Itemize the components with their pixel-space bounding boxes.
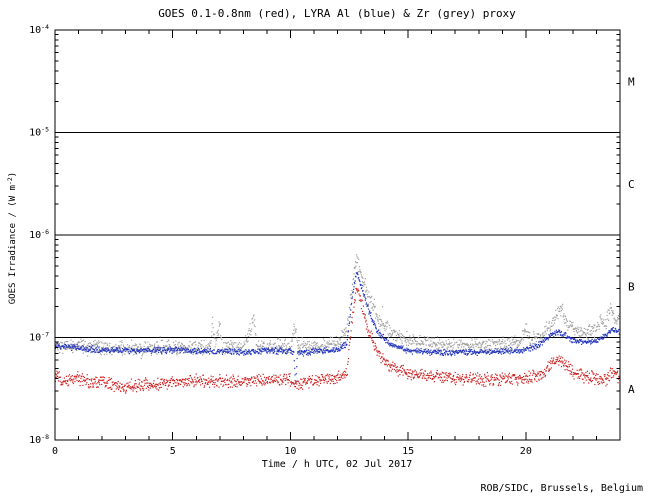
y-axis-label-close: )	[8, 172, 18, 177]
x-tick-label: 10	[284, 446, 296, 457]
x-axis-label: Time / h UTC, 02 Jul 2017	[262, 459, 413, 470]
x-axis-ticks	[54, 30, 621, 440]
y-axis-label-superscript: -2	[6, 177, 14, 185]
flare-class-label-m: M	[628, 75, 635, 88]
flare-class-boundary-lines	[55, 132, 620, 338]
x-tick-label: 20	[520, 446, 532, 457]
flare-class-label-b: B	[628, 280, 635, 293]
y-tick-label: 10-4	[29, 23, 49, 36]
y-axis-ticks	[55, 29, 620, 441]
flare-class-label-a: A	[628, 383, 635, 396]
series-lyra-al	[55, 272, 620, 388]
plot-area: 10-8 10-7 10-6 10-5 10-4 0 5 10 15 20 A B C M	[29, 23, 635, 457]
y-tick-label: 10-7	[29, 331, 49, 344]
y-tick-label: 10-8	[29, 433, 49, 446]
y-axis-label: GOES Irradiance / (W m-2)	[6, 172, 18, 304]
x-tick-label: 0	[52, 446, 58, 457]
x-tick-label: 15	[402, 446, 414, 457]
chart-title: GOES 0.1-0.8nm (red), LYRA Al (blue) & Z…	[158, 7, 516, 20]
y-tick-labels: 10-8 10-7 10-6 10-5 10-4	[29, 23, 49, 446]
flare-class-labels: A B C M	[628, 75, 635, 396]
y-tick-label: 10-5	[29, 126, 49, 139]
series-lyra-zr	[55, 254, 620, 360]
footer-credit: ROB/SIDC, Brussels, Belgium	[480, 483, 643, 494]
y-axis-label-text: GOES Irradiance / (W m	[8, 185, 18, 304]
flare-class-label-c: C	[628, 178, 635, 191]
x-tick-label: 5	[170, 446, 176, 457]
y-tick-label: 10-6	[29, 228, 49, 241]
x-tick-labels: 0 5 10 15 20	[52, 446, 532, 457]
series-goes-xray	[55, 287, 620, 394]
